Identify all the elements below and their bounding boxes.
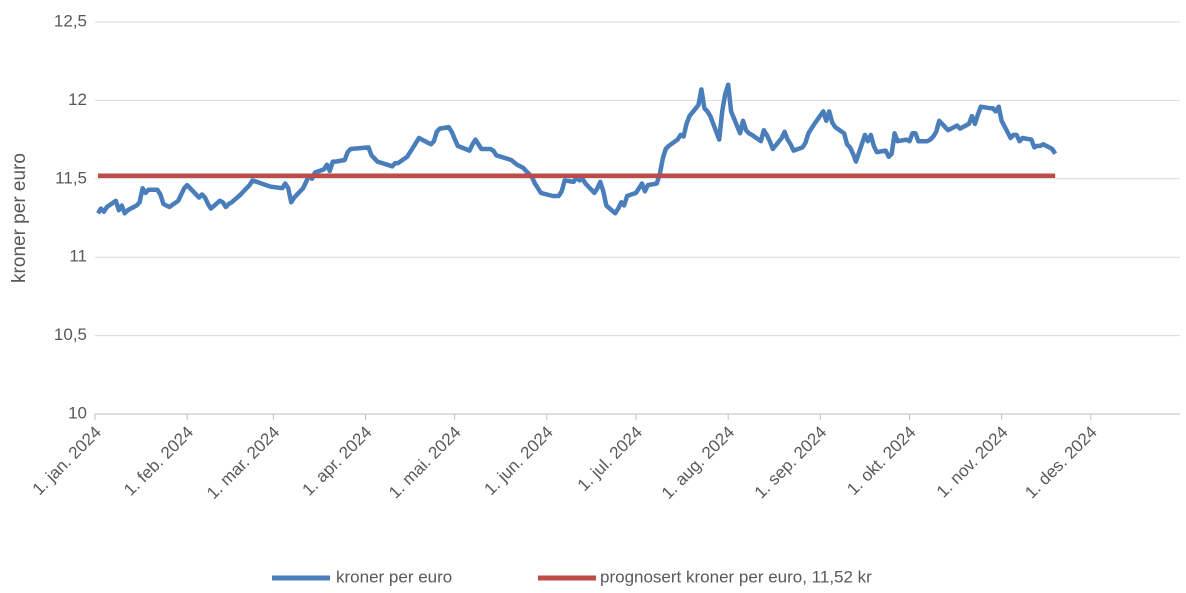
x-tick-label: 1. mai. 2024 xyxy=(385,423,465,503)
x-tick-label: 1. feb. 2024 xyxy=(120,423,197,500)
y-tick-label: 10 xyxy=(68,403,87,422)
x-tick-label: 1. nov. 2024 xyxy=(933,423,1012,502)
x-tick-label: 1. des. 2024 xyxy=(1021,423,1101,503)
y-tick-label: 11,5 xyxy=(55,168,87,187)
legend-label: prognosert kroner per euro, 11,52 kr xyxy=(600,567,872,586)
line xyxy=(96,82,1058,216)
x-tick-label: 1. okt. 2024 xyxy=(843,423,919,499)
x-tick-label: 1. apr. 2024 xyxy=(299,423,376,500)
x-tick-label: 1. jul. 2024 xyxy=(574,423,646,495)
y-tick-label: 10,5 xyxy=(54,325,87,344)
legend-label: kroner per euro xyxy=(336,567,452,586)
x-tick-label: 1. jun. 2024 xyxy=(481,423,557,499)
x-tick-label: 1. sep. 2024 xyxy=(751,423,831,503)
y-axis-label: kroner per euro xyxy=(9,153,30,283)
x-tick-label: 1. jan. 2024 xyxy=(29,423,105,499)
y-tick-label: 12,5 xyxy=(54,11,87,30)
x-tick-label: 1. mar. 2024 xyxy=(203,423,283,503)
y-tick-label: 12 xyxy=(68,90,87,109)
x-tick-label: 1. aug. 2024 xyxy=(658,423,738,503)
y-tick-label: 11 xyxy=(69,247,87,266)
